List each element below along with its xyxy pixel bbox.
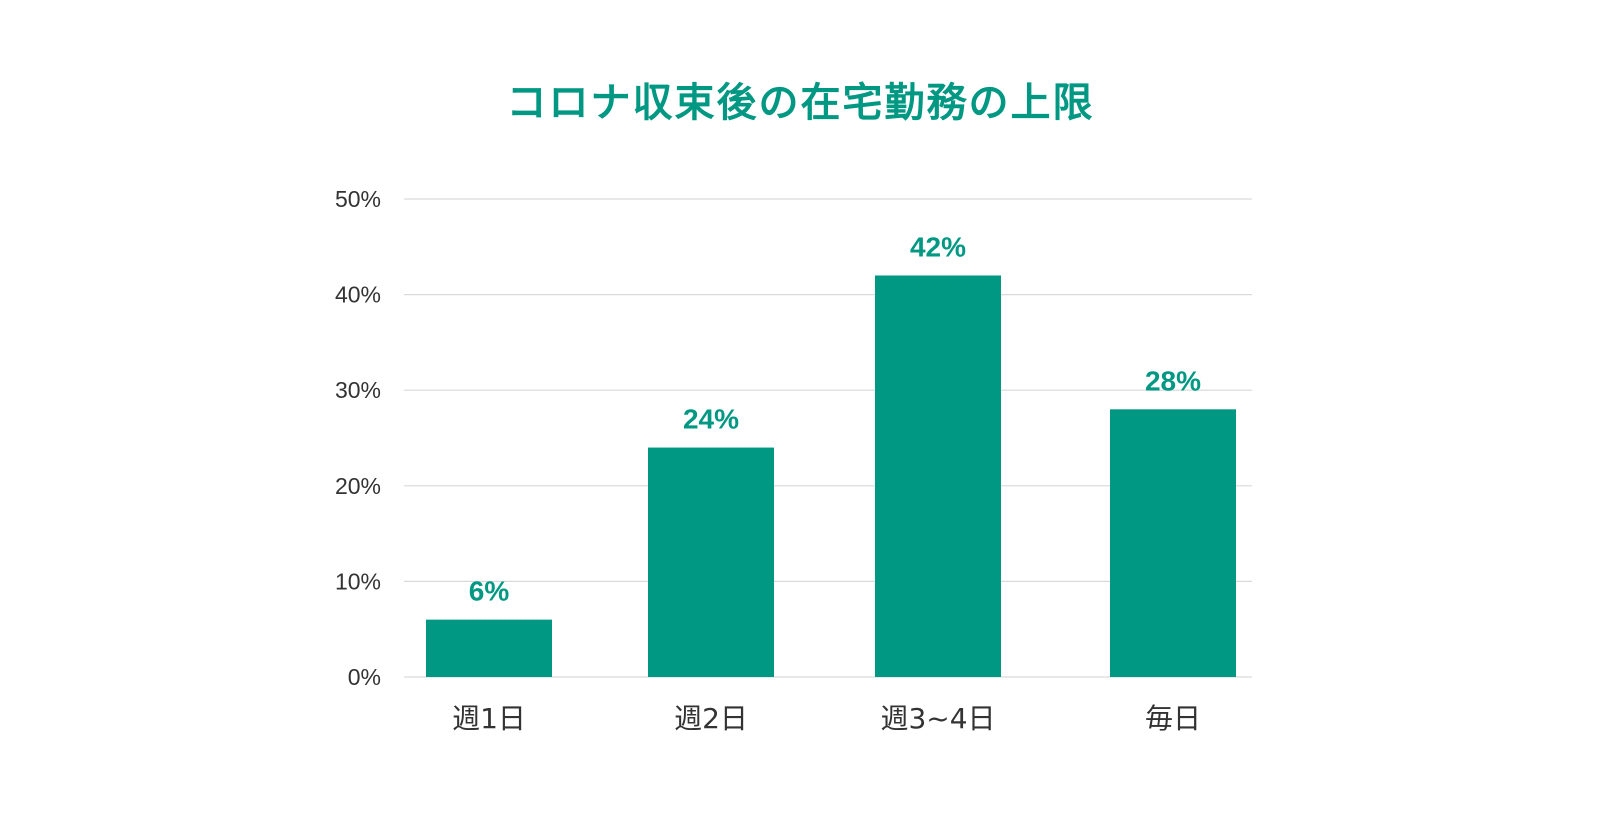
y-tick-label: 30% (335, 377, 381, 403)
bar (875, 275, 1001, 677)
bar (648, 447, 774, 677)
y-tick-label: 10% (335, 568, 381, 594)
x-category-label: 週1日 (452, 702, 526, 735)
value-labels: 6% 24% 42% 28% (469, 231, 1201, 606)
x-category-label: 週2日 (674, 702, 748, 735)
value-label: 24% (683, 404, 739, 435)
y-tick-label: 0% (348, 664, 381, 690)
bars (426, 275, 1236, 677)
y-tick-label: 20% (335, 473, 381, 499)
value-label: 6% (469, 576, 510, 607)
bar (1110, 409, 1236, 677)
x-category-label: 毎日 (1145, 702, 1201, 735)
category-labels: 週1日 週2日 週3~4日 毎日 (452, 702, 1201, 735)
bar (426, 619, 552, 677)
y-tick-label: 40% (335, 282, 381, 308)
y-axis-ticks: 0% 10% 20% 30% 40% 50% (335, 186, 381, 690)
value-label: 42% (910, 231, 966, 262)
x-category-label: 週3~4日 (880, 702, 995, 735)
chart-title: コロナ収束後の在宅勤務の上限 (506, 80, 1095, 126)
y-tick-label: 50% (335, 186, 381, 212)
value-label: 28% (1145, 365, 1201, 396)
